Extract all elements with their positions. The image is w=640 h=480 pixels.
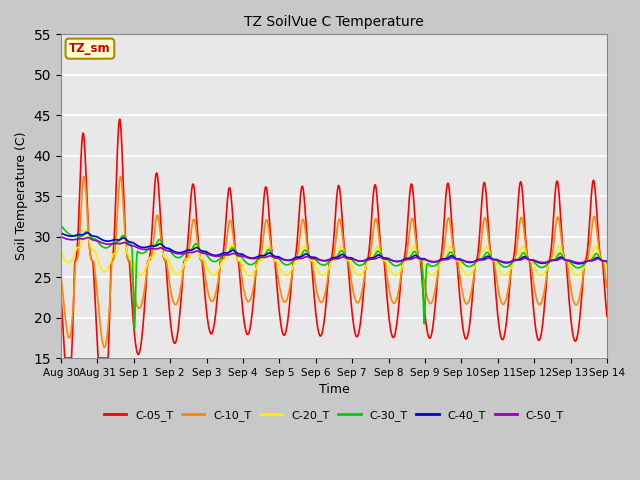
C-20_T xyxy=(603,264,611,269)
C-05_T xyxy=(166,312,173,318)
C-50_T xyxy=(538,260,546,265)
C-20_T xyxy=(179,264,186,270)
C-20_T xyxy=(240,265,248,271)
Line: C-20_T: C-20_T xyxy=(61,230,607,276)
C-50_T xyxy=(179,251,186,257)
C-10_T xyxy=(166,282,173,288)
Legend: C-05_T, C-10_T, C-20_T, C-30_T, C-40_T, C-50_T: C-05_T, C-10_T, C-20_T, C-30_T, C-40_T, … xyxy=(99,406,568,425)
C-30_T xyxy=(179,252,186,258)
C-20_T xyxy=(82,227,90,233)
C-10_T xyxy=(603,284,611,290)
C-10_T xyxy=(241,288,248,294)
C-05_T xyxy=(491,275,499,281)
C-30_T xyxy=(419,285,427,291)
C-05_T xyxy=(419,293,427,299)
C-40_T xyxy=(603,258,611,264)
C-10_T xyxy=(80,174,88,180)
C-50_T xyxy=(165,248,173,254)
C-05_T xyxy=(57,291,65,297)
C-30_T xyxy=(240,257,248,263)
C-30_T xyxy=(131,325,138,331)
C-20_T xyxy=(491,258,499,264)
C-10_T xyxy=(419,273,427,278)
Line: C-30_T: C-30_T xyxy=(61,225,607,328)
C-20_T xyxy=(246,273,253,279)
Line: C-10_T: C-10_T xyxy=(61,177,607,348)
C-10_T xyxy=(57,272,65,278)
C-30_T xyxy=(166,247,173,252)
C-05_T xyxy=(241,319,248,324)
C-05_T xyxy=(61,355,69,361)
C-50_T xyxy=(490,257,498,263)
Line: C-40_T: C-40_T xyxy=(61,233,607,264)
C-20_T xyxy=(539,272,547,277)
C-40_T xyxy=(179,249,186,255)
Y-axis label: Soil Temperature (C): Soil Temperature (C) xyxy=(15,132,28,261)
C-50_T xyxy=(576,260,584,265)
Line: C-50_T: C-50_T xyxy=(61,237,607,263)
X-axis label: Time: Time xyxy=(319,383,349,396)
C-20_T xyxy=(419,259,427,265)
C-10_T xyxy=(491,262,499,268)
C-50_T xyxy=(603,258,611,264)
C-40_T xyxy=(166,246,173,252)
Text: TZ_sm: TZ_sm xyxy=(69,42,111,55)
C-40_T xyxy=(539,261,547,266)
C-30_T xyxy=(539,264,547,270)
C-10_T xyxy=(539,295,547,301)
C-40_T xyxy=(490,257,498,263)
Line: C-05_T: C-05_T xyxy=(61,119,607,358)
C-05_T xyxy=(179,270,187,276)
C-10_T xyxy=(179,270,187,276)
C-40_T xyxy=(419,256,427,262)
C-10_T xyxy=(100,345,108,350)
C-30_T xyxy=(57,222,65,228)
C-50_T xyxy=(239,253,247,259)
C-40_T xyxy=(575,261,582,267)
C-05_T xyxy=(539,320,547,325)
C-40_T xyxy=(83,230,91,236)
C-40_T xyxy=(240,252,248,258)
C-20_T xyxy=(166,260,173,265)
C-30_T xyxy=(490,257,498,263)
C-05_T xyxy=(603,313,611,319)
C-05_T xyxy=(116,116,124,122)
C-50_T xyxy=(419,257,426,263)
C-20_T xyxy=(57,248,65,253)
C-30_T xyxy=(603,260,611,265)
Title: TZ SoilVue C Temperature: TZ SoilVue C Temperature xyxy=(244,15,424,29)
C-40_T xyxy=(57,230,65,236)
C-50_T xyxy=(57,234,65,240)
